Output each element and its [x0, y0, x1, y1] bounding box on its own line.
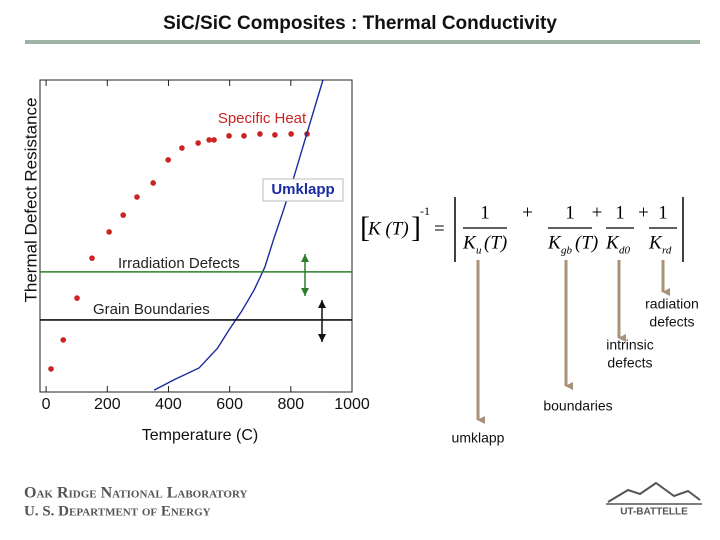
- plot-frame: [39, 79, 353, 393]
- y-axis-label: Thermal Defect Resistance: [21, 97, 40, 302]
- data-point: [74, 295, 80, 301]
- arrow-label: radiation: [645, 296, 699, 312]
- operator: +: [592, 202, 603, 223]
- data-point: [211, 137, 217, 143]
- x-tick-label: 200: [94, 396, 121, 413]
- data-point: [134, 194, 140, 200]
- term-base: K: [605, 232, 620, 253]
- series-label: Irradiation Defects: [118, 255, 240, 272]
- term-arrows: [476, 260, 670, 424]
- data-point: [165, 157, 171, 163]
- numerator: 1: [480, 202, 490, 223]
- lhs: K (T): [367, 218, 409, 239]
- label-box: [262, 178, 344, 202]
- series-label: Umklapp: [271, 181, 334, 198]
- x-tick-label: 1000: [334, 396, 370, 413]
- term-sub: d0: [619, 245, 631, 257]
- term-base: K: [547, 232, 562, 253]
- term-base: K: [648, 232, 663, 253]
- arrow-head: [301, 288, 309, 296]
- arrow-label: boundaries: [543, 398, 612, 414]
- x-tick-label: 800: [277, 396, 304, 413]
- data-point: [89, 255, 95, 261]
- data-point: [226, 133, 232, 139]
- org-name: Oak Ridge National Laboratory: [24, 485, 248, 502]
- term-sub: u: [476, 245, 482, 257]
- data-point: [48, 366, 54, 372]
- logo-text: UT-BATTELLE: [620, 507, 688, 518]
- arrow-label: defects: [649, 314, 694, 330]
- data-point: [106, 229, 112, 235]
- arrow-head: [301, 254, 309, 262]
- data-point: [120, 212, 126, 218]
- logo: UT-BATTELLE: [606, 481, 702, 518]
- arrow-labels: umklapp boundaries intrinsic defects rad…: [452, 296, 699, 446]
- term-sub: rd: [662, 245, 672, 257]
- term-base: K: [462, 232, 477, 253]
- arrow-label: intrinsic: [606, 337, 653, 353]
- equation-terms: 1K u (T)1K gb (T)+ 1K d0+ 1K rd+: [462, 202, 677, 257]
- arrow-head: [318, 334, 326, 342]
- series-label: Specific Heat: [218, 110, 307, 127]
- logo-mountains: [607, 481, 701, 503]
- bracket: [: [360, 211, 370, 244]
- x-tick-label: 400: [155, 396, 182, 413]
- arrow-head: [318, 300, 326, 308]
- term-arg: (T): [575, 232, 598, 253]
- x-tick-label: 0: [42, 396, 51, 413]
- slide-title: SiC/SiC Composites : Thermal Conductivit…: [163, 13, 557, 34]
- term-sub: gb: [561, 245, 573, 257]
- arrow-label: umklapp: [452, 430, 505, 446]
- numerator: 1: [658, 202, 668, 223]
- bracket: ]: [411, 211, 421, 244]
- equals: =: [434, 218, 445, 239]
- term-arg: (T): [484, 232, 507, 253]
- data-point: [272, 132, 278, 138]
- data-point: [288, 131, 294, 137]
- data-point: [195, 140, 201, 146]
- numerator: 1: [615, 202, 625, 223]
- x-tick-label: 600: [216, 396, 243, 413]
- data-point: [257, 131, 263, 137]
- equation: [ K (T) ] -1 = 1K u (T)1K gb (T)+ 1K d0+ 1K rd+: [360, 197, 684, 262]
- data-point: [60, 337, 67, 343]
- arrow-label: defects: [607, 355, 652, 371]
- data-point: [241, 133, 247, 139]
- exponent: -1: [420, 204, 430, 218]
- dept-name: U. S. Department of Energy: [24, 503, 211, 519]
- data-point: [206, 137, 212, 143]
- data-point: [179, 145, 185, 151]
- x-axis-label: Temperature (C): [142, 427, 258, 444]
- data-point: [150, 180, 156, 186]
- series-label: Grain Boundaries: [93, 301, 210, 318]
- numerator: 1: [565, 202, 575, 223]
- operator: +: [638, 202, 649, 223]
- operator: +: [522, 202, 533, 223]
